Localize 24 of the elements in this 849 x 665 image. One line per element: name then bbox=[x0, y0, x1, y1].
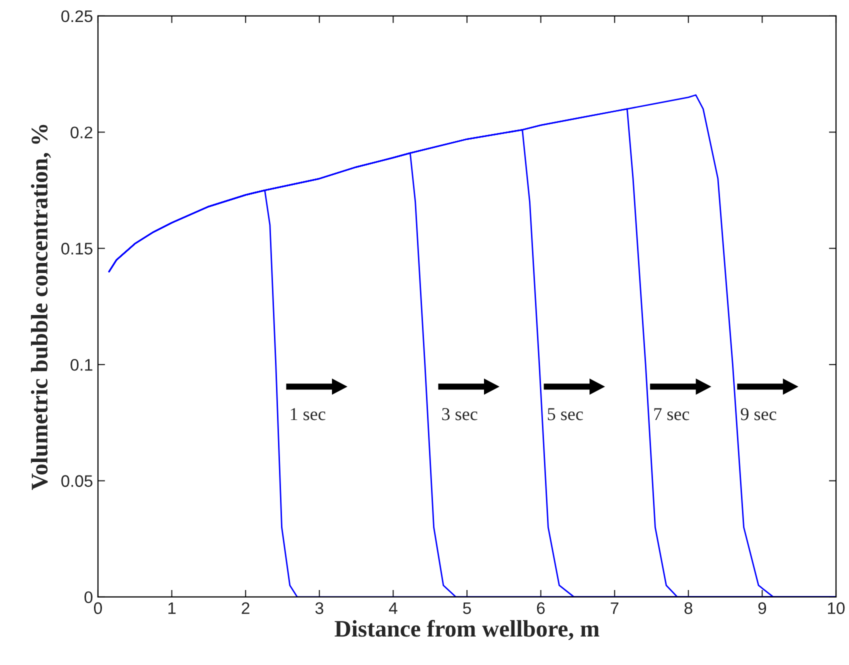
annotation: 5 sec bbox=[548, 408, 583, 420]
x-tick-label: 8 bbox=[684, 602, 692, 614]
annotation: 1 sec bbox=[290, 408, 326, 420]
x-tick-label: 5 bbox=[463, 602, 471, 614]
annotation: 7 sec bbox=[654, 408, 690, 420]
y-tick-label: 0 bbox=[84, 591, 92, 604]
x-tick-label: 6 bbox=[537, 602, 545, 614]
y-axis-title: Volumetric bubble concentration, % bbox=[30, 124, 51, 490]
y-tick-label: 0.05 bbox=[61, 475, 92, 487]
x-tick-label: 1 bbox=[168, 602, 176, 614]
x-tick-label: 0 bbox=[94, 602, 102, 614]
x-tick-label: 10 bbox=[828, 602, 845, 614]
y-tick-label: 0.2 bbox=[70, 126, 92, 138]
y-tick-label: 0.25 bbox=[61, 10, 92, 22]
y-tick-label: 0.15 bbox=[61, 242, 92, 255]
x-tick-label: 4 bbox=[388, 602, 398, 614]
x-tick-label: 2 bbox=[242, 602, 250, 614]
annotation: 3 sec bbox=[442, 408, 478, 420]
x-tick-label: 3 bbox=[315, 602, 324, 614]
y-tick-label: 0.1 bbox=[70, 358, 92, 371]
x-tick-label: 7 bbox=[610, 602, 618, 614]
x-axis-title: Distance from wellbore, m bbox=[334, 620, 600, 640]
annotation: 9 sec bbox=[740, 408, 776, 420]
x-tick-label: 9 bbox=[758, 602, 766, 614]
